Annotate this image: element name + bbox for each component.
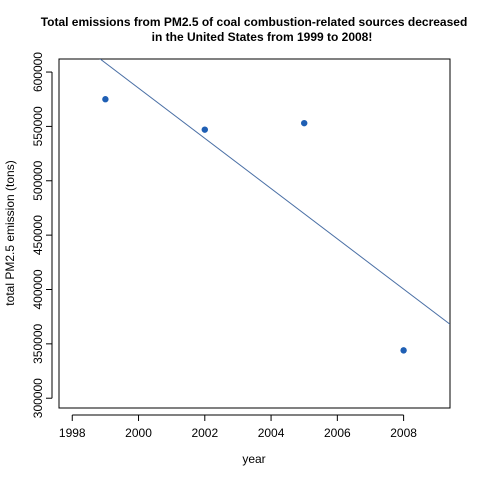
- y-tick-label-400000: 400000: [31, 269, 45, 309]
- y-axis-label: total PM2.5 emission (tons): [3, 160, 17, 305]
- x-tick-label-2000: 2000: [125, 426, 152, 440]
- x-tick-label-2004: 2004: [258, 426, 285, 440]
- data-point-2005: [301, 120, 307, 126]
- y-tick-label-300000: 300000: [31, 378, 45, 418]
- trend-line: [99, 58, 450, 324]
- data-point-2002: [202, 126, 208, 132]
- y-tick-label-500000: 500000: [31, 160, 45, 200]
- x-tick-label-2002: 2002: [191, 426, 218, 440]
- chart-title-line-1: Total emissions from PM2.5 of coal combu…: [41, 15, 468, 29]
- plot-frame: [59, 59, 450, 408]
- data-point-2008: [400, 347, 406, 353]
- y-tick-label-450000: 450000: [31, 215, 45, 255]
- x-tick-label-2008: 2008: [390, 426, 417, 440]
- chart-title-line-2: in the United States from 1999 to 2008!: [152, 30, 373, 44]
- y-tick-label-600000: 600000: [31, 52, 45, 92]
- data-point-1999: [102, 96, 108, 102]
- x-tick-label-1998: 1998: [59, 426, 86, 440]
- y-tick-label-350000: 350000: [31, 324, 45, 364]
- x-tick-label-2006: 2006: [324, 426, 351, 440]
- y-tick-label-550000: 550000: [31, 106, 45, 146]
- x-axis-label: year: [242, 452, 265, 466]
